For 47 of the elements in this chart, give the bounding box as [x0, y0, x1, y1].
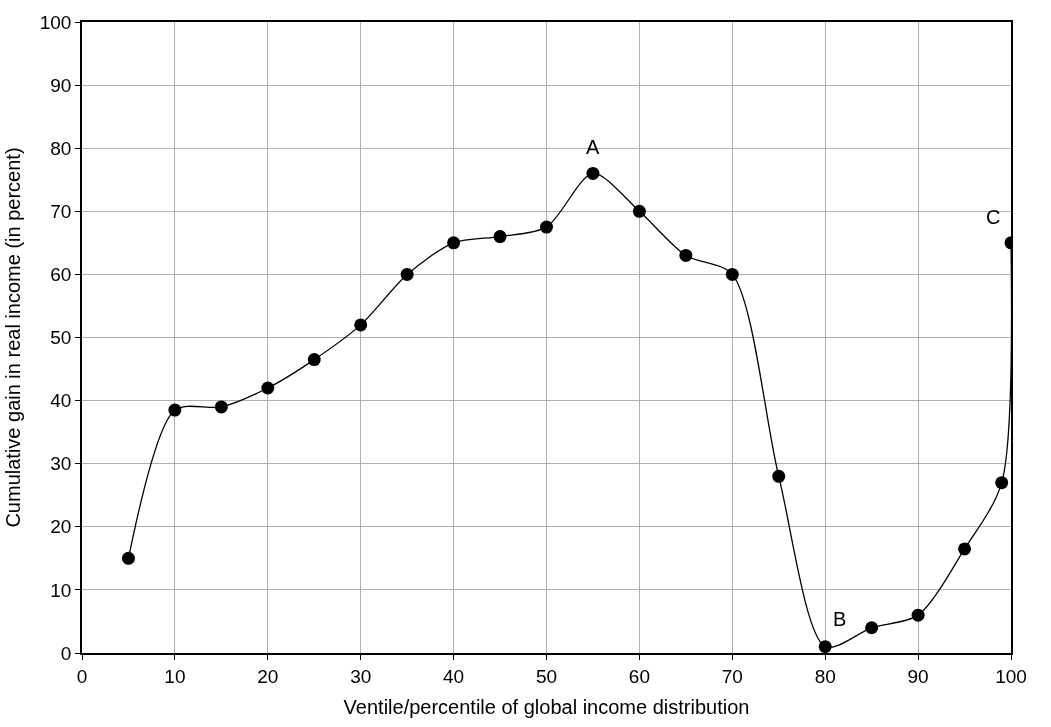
- y-tick-label: 10: [50, 579, 72, 601]
- point: [958, 542, 972, 556]
- x-tick-label: 30: [350, 665, 372, 687]
- annotation: B: [833, 608, 847, 630]
- point: [261, 381, 275, 395]
- y-tick-label: 60: [50, 264, 72, 286]
- x-tick-label: 100: [995, 665, 1027, 687]
- x-tick-label: 40: [443, 665, 465, 687]
- y-tick-label: 50: [50, 327, 72, 349]
- annotation: C: [986, 206, 1001, 228]
- y-tick-label: 90: [50, 74, 72, 96]
- annotation: A: [586, 136, 600, 158]
- point: [865, 621, 879, 635]
- point: [586, 166, 600, 180]
- y-axis-title: Cumulative gain in real income (in percent): [1, 147, 24, 528]
- x-tick-label: 70: [721, 665, 743, 687]
- y-tick-label: 100: [39, 11, 72, 33]
- x-axis-title: Ventile/percentile of global income distribution: [343, 695, 750, 718]
- point: [725, 267, 739, 281]
- point: [307, 353, 321, 367]
- point: [168, 403, 182, 417]
- point: [679, 248, 693, 262]
- point: [772, 469, 786, 483]
- y-tick-label: 30: [50, 453, 72, 475]
- x-tick-label: 10: [164, 665, 186, 687]
- x-tick-label: 20: [257, 665, 279, 687]
- x-tick-label: 90: [907, 665, 929, 687]
- point: [818, 640, 832, 653]
- point: [447, 236, 461, 250]
- x-tick-label: 0: [76, 665, 88, 687]
- point: [493, 230, 507, 244]
- point: [354, 318, 368, 332]
- point: [540, 220, 553, 234]
- y-tick-label: 0: [60, 642, 72, 664]
- point: [995, 476, 1009, 490]
- y-tick-label: 80: [50, 137, 72, 159]
- y-tick-label: 70: [50, 200, 72, 222]
- y-tick-label: 40: [50, 390, 72, 412]
- x-tick-label: 50: [535, 665, 558, 687]
- x-tick-label: 80: [814, 665, 836, 687]
- point: [911, 608, 925, 622]
- y-tick-label: 20: [50, 516, 72, 538]
- point: [400, 267, 414, 281]
- point: [121, 551, 135, 565]
- point: [214, 400, 228, 414]
- point: [632, 204, 646, 218]
- x-tick-label: 60: [628, 665, 650, 687]
